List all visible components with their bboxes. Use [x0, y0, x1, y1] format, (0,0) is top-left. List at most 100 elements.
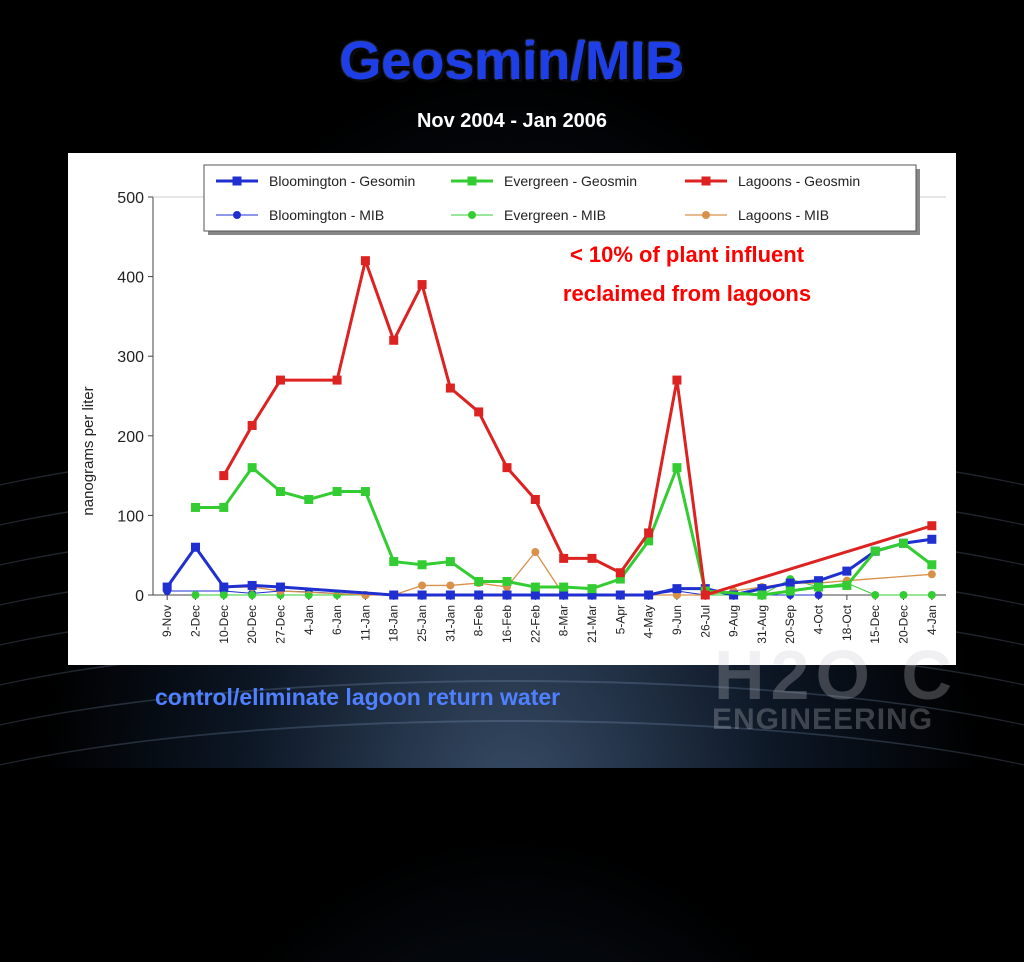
data-point	[445, 383, 455, 393]
x-tick-label: 20-Dec	[897, 605, 911, 644]
data-point	[332, 375, 342, 385]
legend-box	[203, 164, 917, 232]
data-point	[417, 560, 427, 570]
x-tick-label: 4-Jan	[925, 605, 939, 635]
data-point	[190, 542, 200, 552]
x-tick-label: 4-Jan	[302, 605, 316, 635]
x-tick-label: 31-Aug	[755, 605, 769, 644]
x-tick-label: 21-Mar	[585, 605, 599, 643]
data-point	[446, 581, 455, 590]
data-point	[814, 576, 824, 586]
data-point	[531, 548, 540, 557]
legend-swatch-marker	[233, 211, 241, 219]
data-point	[191, 591, 200, 599]
data-point	[672, 463, 682, 473]
x-tick-label: 4-Oct	[812, 604, 826, 634]
data-point	[899, 538, 909, 548]
data-point	[870, 546, 880, 556]
data-point	[248, 591, 257, 599]
data-point	[757, 584, 767, 594]
y-tick-label: 0	[135, 588, 144, 605]
x-tick-label: 31-Jan	[443, 605, 457, 642]
data-point	[445, 557, 455, 567]
data-point	[559, 582, 569, 592]
legend-swatch-marker	[232, 176, 242, 186]
y-tick-label: 300	[117, 349, 144, 366]
data-point	[587, 584, 597, 594]
data-point	[644, 536, 654, 546]
y-tick-label: 200	[117, 429, 144, 446]
engineering-logo-watermark: H2O C ENGINEERING	[706, 635, 1006, 745]
data-point	[559, 553, 569, 563]
data-point	[275, 487, 285, 497]
data-point	[842, 566, 852, 576]
data-point	[389, 335, 399, 345]
data-point	[615, 574, 625, 584]
data-point	[445, 590, 455, 600]
watermark-top-text: H2O C	[714, 636, 958, 714]
legend-label: Bloomington - Gesomin	[269, 173, 415, 189]
data-point	[275, 375, 285, 385]
legend-item: Bloomington - Gesomin	[216, 173, 415, 189]
y-tick-label: 400	[117, 270, 144, 287]
legend-swatch-marker	[467, 176, 477, 186]
data-point	[219, 502, 229, 512]
x-tick-label: 11-Jan	[358, 605, 372, 641]
legend-label: Evergreen - Geosmin	[504, 173, 637, 189]
chart-axes: 0 100 200 300 400 500 9-Nov 2-Dec 10-Dec 20-Dec 27…	[117, 190, 946, 644]
data-point	[757, 590, 767, 600]
data-point	[672, 375, 682, 385]
legend-swatch-marker	[468, 211, 476, 219]
legend-item: Lagoons - Geosmin	[685, 173, 860, 189]
x-tick-label: 9-Aug	[727, 605, 741, 637]
slide-caption: control/eliminate lagoon return water	[155, 684, 561, 710]
data-point	[247, 420, 257, 430]
y-tick-label: 500	[117, 190, 144, 207]
legend-label: Bloomington - MIB	[269, 207, 384, 223]
data-point	[247, 580, 257, 590]
data-point	[785, 578, 795, 588]
data-point	[417, 590, 427, 600]
chart-annotation-line-1: < 10% of plant influent	[570, 242, 805, 267]
legend-item: Bloomington - MIB	[216, 207, 384, 223]
x-tick-label: 25-Jan	[415, 605, 429, 642]
data-point	[927, 591, 936, 599]
data-point	[927, 570, 936, 579]
x-tick-label: 6-Jan	[330, 605, 344, 635]
legend-item: Evergreen - Geosmin	[451, 173, 637, 189]
x-tick-label: 18-Jan	[387, 605, 401, 642]
legend-item: Evergreen - MIB	[451, 207, 606, 223]
data-point	[474, 576, 484, 586]
legend-label: Lagoons - Geosmin	[738, 173, 860, 189]
data-point	[474, 407, 484, 417]
legend-label: Evergreen - MIB	[504, 207, 606, 223]
x-tick-label: 9-Nov	[160, 605, 174, 637]
data-point	[927, 521, 937, 531]
x-tick-label: 4-May	[642, 605, 656, 638]
data-point	[729, 590, 739, 600]
data-point	[615, 568, 625, 578]
chart-panel: 0 100 200 300 400 500 9-Nov 2-Dec 10-Dec 20-Dec 27…	[68, 153, 956, 665]
data-point	[530, 494, 540, 504]
data-point	[275, 582, 285, 592]
chart-annotation-line-2: reclaimed from lagoons	[563, 281, 811, 306]
data-point	[644, 590, 654, 600]
series-line	[195, 466, 933, 597]
x-tick-label: 15-Dec	[868, 605, 882, 644]
data-point	[871, 591, 880, 599]
series-line	[222, 259, 933, 597]
series-4	[219, 256, 937, 600]
legend-item: Lagoons - MIB	[685, 207, 829, 223]
x-tick-label: 9-Jun	[670, 605, 684, 635]
x-tick-label: 27-Dec	[273, 605, 287, 644]
data-point	[190, 502, 200, 512]
data-point	[219, 582, 229, 592]
data-point	[587, 590, 597, 600]
data-point	[474, 590, 484, 600]
data-point	[389, 557, 399, 567]
data-point	[502, 590, 512, 600]
chart-series	[162, 256, 937, 600]
data-point	[672, 584, 682, 594]
data-point	[899, 591, 908, 599]
data-point	[814, 591, 823, 599]
